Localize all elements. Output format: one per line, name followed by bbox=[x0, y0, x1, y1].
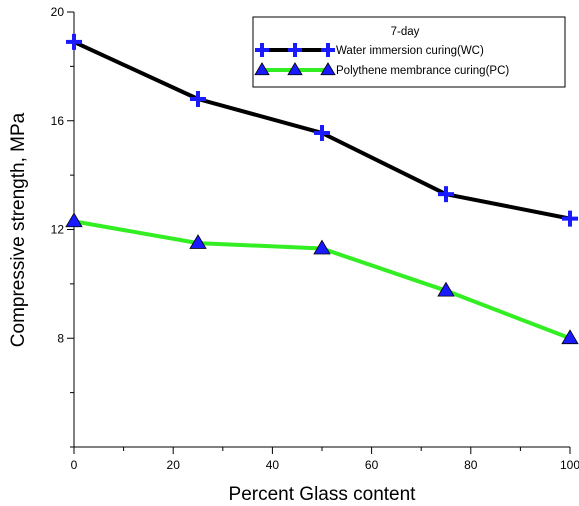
series-line bbox=[73, 219, 571, 341]
triangle-marker bbox=[437, 281, 455, 297]
legend-item-2: Polythene membrance curing(PC) bbox=[254, 62, 509, 77]
legend-label: Polythene membrance curing(PC) bbox=[336, 65, 509, 77]
plus-marker bbox=[438, 186, 454, 203]
triangle-marker bbox=[561, 329, 579, 345]
triangle-marker bbox=[65, 212, 83, 228]
triangle-marker bbox=[254, 62, 270, 76]
x-tick-label: 100 bbox=[560, 458, 579, 472]
chart-axes: 8 12 16 20 0 20 40 60 80 100 bbox=[51, 5, 579, 472]
triangle-marker bbox=[189, 234, 207, 249]
plus-marker bbox=[66, 33, 82, 50]
plus-marker bbox=[562, 210, 578, 227]
x-tick-label: 60 bbox=[365, 458, 379, 472]
legend-item-1: Water immersion curing(WC) bbox=[255, 43, 484, 57]
legend-title: 7-day bbox=[391, 26, 420, 38]
y-tick-label: 16 bbox=[51, 114, 65, 128]
triangle-marker bbox=[287, 62, 303, 76]
x-tick-label: 80 bbox=[464, 458, 478, 472]
plus-marker bbox=[255, 43, 269, 57]
plus-marker bbox=[190, 91, 206, 107]
x-tick-label: 40 bbox=[266, 458, 280, 472]
triangle-marker bbox=[320, 62, 336, 76]
triangle-marker bbox=[313, 239, 331, 255]
series-2 bbox=[65, 212, 579, 345]
y-tick-label: 12 bbox=[51, 223, 65, 237]
series-1 bbox=[66, 33, 578, 227]
plus-marker bbox=[314, 124, 330, 141]
plus-marker bbox=[321, 43, 335, 57]
y-tick-label: 20 bbox=[51, 5, 65, 19]
x-axis-title: Percent Glass content bbox=[229, 484, 417, 505]
y-axis-title: Compressive strength, MPa bbox=[8, 112, 29, 347]
y-tick-label: 8 bbox=[57, 331, 64, 345]
legend-label: Water immersion curing(WC) bbox=[336, 45, 484, 57]
x-tick-label: 0 bbox=[71, 458, 78, 472]
chart-legend: 7-day Water immersion curing(WC) Polythen… bbox=[252, 16, 566, 88]
chart-series bbox=[65, 33, 579, 345]
plus-marker bbox=[288, 43, 302, 57]
x-tick-label: 20 bbox=[167, 458, 181, 472]
